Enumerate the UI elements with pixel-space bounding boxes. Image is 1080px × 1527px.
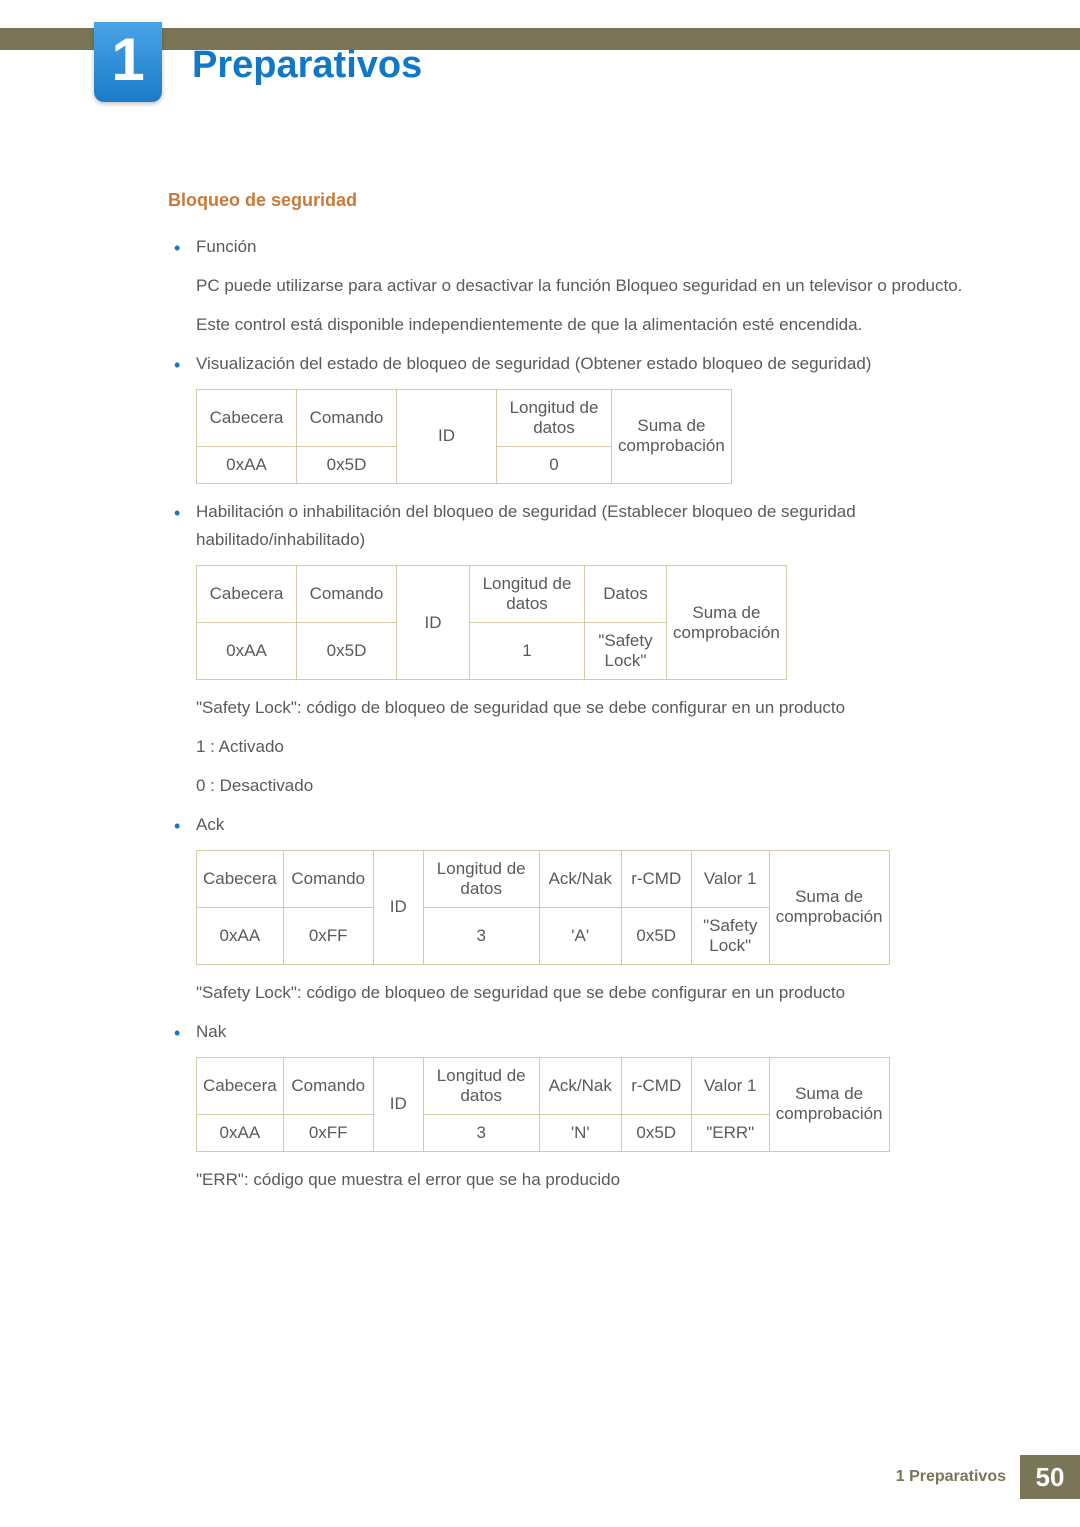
- ack-note: "Safety Lock": código de bloqueo de segu…: [196, 979, 974, 1008]
- td-long: 3: [423, 907, 539, 964]
- th-id: ID: [397, 566, 470, 680]
- th-id: ID: [373, 1057, 423, 1151]
- funcion-p1: PC puede utilizarse para activar o desac…: [196, 272, 974, 301]
- th-id: ID: [373, 850, 423, 964]
- desactivado: 0 : Desactivado: [196, 772, 974, 801]
- th-ack: Ack/Nak: [539, 850, 621, 907]
- th-comando: Comando: [283, 850, 373, 907]
- td-rcmd: 0x5D: [621, 1114, 691, 1151]
- td-comando: 0x5D: [297, 446, 397, 483]
- bullet-ack: Ack: [168, 811, 974, 840]
- th-suma: Suma de comprobación: [769, 850, 889, 964]
- table-1: Cabecera Comando ID Longitud de datos Su…: [196, 389, 732, 484]
- td-cabecera: 0xAA: [197, 907, 284, 964]
- td-comando: 0x5D: [297, 623, 397, 680]
- td-comando: 0xFF: [283, 1114, 373, 1151]
- td-valor: "ERR": [691, 1114, 769, 1151]
- td-long: 1: [470, 623, 585, 680]
- bullet-text: Función: [196, 237, 256, 256]
- footer-label: 1 Preparativos: [896, 1468, 1006, 1486]
- td-ack: 'A': [539, 907, 621, 964]
- table-4: Cabecera Comando ID Longitud de datos Ac…: [196, 1057, 890, 1152]
- bullet-text: Ack: [196, 815, 224, 834]
- th-cabecera: Cabecera: [197, 389, 297, 446]
- table-row: Cabecera Comando ID Longitud de datos Ac…: [197, 850, 890, 907]
- td-comando: 0xFF: [283, 907, 373, 964]
- chapter-badge: 1: [94, 22, 162, 102]
- td-cabecera: 0xAA: [197, 623, 297, 680]
- th-valor: Valor 1: [691, 1057, 769, 1114]
- td-ack: 'N': [539, 1114, 621, 1151]
- td-long: 0: [497, 446, 612, 483]
- th-cabecera: Cabecera: [197, 566, 297, 623]
- th-valor: Valor 1: [691, 850, 769, 907]
- th-suma: Suma de comprobación: [667, 566, 787, 680]
- td-datos: "Safety Lock": [585, 623, 667, 680]
- th-suma: Suma de comprobación: [612, 389, 732, 483]
- table-row: Cabecera Comando ID Longitud de datos Da…: [197, 566, 787, 623]
- th-ack: Ack/Nak: [539, 1057, 621, 1114]
- th-datos: Datos: [585, 566, 667, 623]
- td-cabecera: 0xAA: [197, 1114, 284, 1151]
- bullet-funcion: Función: [168, 233, 974, 262]
- table-row: Cabecera Comando ID Longitud de datos Ac…: [197, 1057, 890, 1114]
- th-long: Longitud de datos: [497, 389, 612, 446]
- th-rcmd: r-CMD: [621, 850, 691, 907]
- table-2: Cabecera Comando ID Longitud de datos Da…: [196, 565, 787, 680]
- th-cabecera: Cabecera: [197, 1057, 284, 1114]
- td-rcmd: 0x5D: [621, 907, 691, 964]
- section-title: Bloqueo de seguridad: [168, 190, 974, 211]
- bullet-text: Habilitación o inhabilitación del bloque…: [196, 502, 856, 550]
- td-valor: "Safety Lock": [691, 907, 769, 964]
- bullet-viz: Visualización del estado de bloqueo de s…: [168, 350, 974, 379]
- safetylock-note: "Safety Lock": código de bloqueo de segu…: [196, 694, 974, 723]
- activado: 1 : Activado: [196, 733, 974, 762]
- footer: 1 Preparativos 50: [896, 1455, 1080, 1499]
- top-bar: [0, 28, 1080, 50]
- table-row: Cabecera Comando ID Longitud de datos Su…: [197, 389, 732, 446]
- th-long: Longitud de datos: [423, 1057, 539, 1114]
- chapter-title: Preparativos: [192, 44, 422, 87]
- th-comando: Comando: [283, 1057, 373, 1114]
- err-note: "ERR": código que muestra el error que s…: [196, 1166, 974, 1195]
- th-comando: Comando: [297, 389, 397, 446]
- th-long: Longitud de datos: [423, 850, 539, 907]
- th-cabecera: Cabecera: [197, 850, 284, 907]
- table-3: Cabecera Comando ID Longitud de datos Ac…: [196, 850, 890, 965]
- th-long: Longitud de datos: [470, 566, 585, 623]
- th-id: ID: [397, 389, 497, 483]
- td-long: 3: [423, 1114, 539, 1151]
- td-cabecera: 0xAA: [197, 446, 297, 483]
- funcion-p2: Este control está disponible independien…: [196, 311, 974, 340]
- footer-page-number: 50: [1020, 1455, 1080, 1499]
- bullet-text: Nak: [196, 1022, 226, 1041]
- bullet-nak: Nak: [168, 1018, 974, 1047]
- bullet-hab: Habilitación o inhabilitación del bloque…: [168, 498, 974, 556]
- th-rcmd: r-CMD: [621, 1057, 691, 1114]
- th-comando: Comando: [297, 566, 397, 623]
- page-content: Bloqueo de seguridad Función PC puede ut…: [168, 190, 974, 1205]
- th-suma: Suma de comprobación: [769, 1057, 889, 1151]
- bullet-text: Visualización del estado de bloqueo de s…: [196, 354, 871, 373]
